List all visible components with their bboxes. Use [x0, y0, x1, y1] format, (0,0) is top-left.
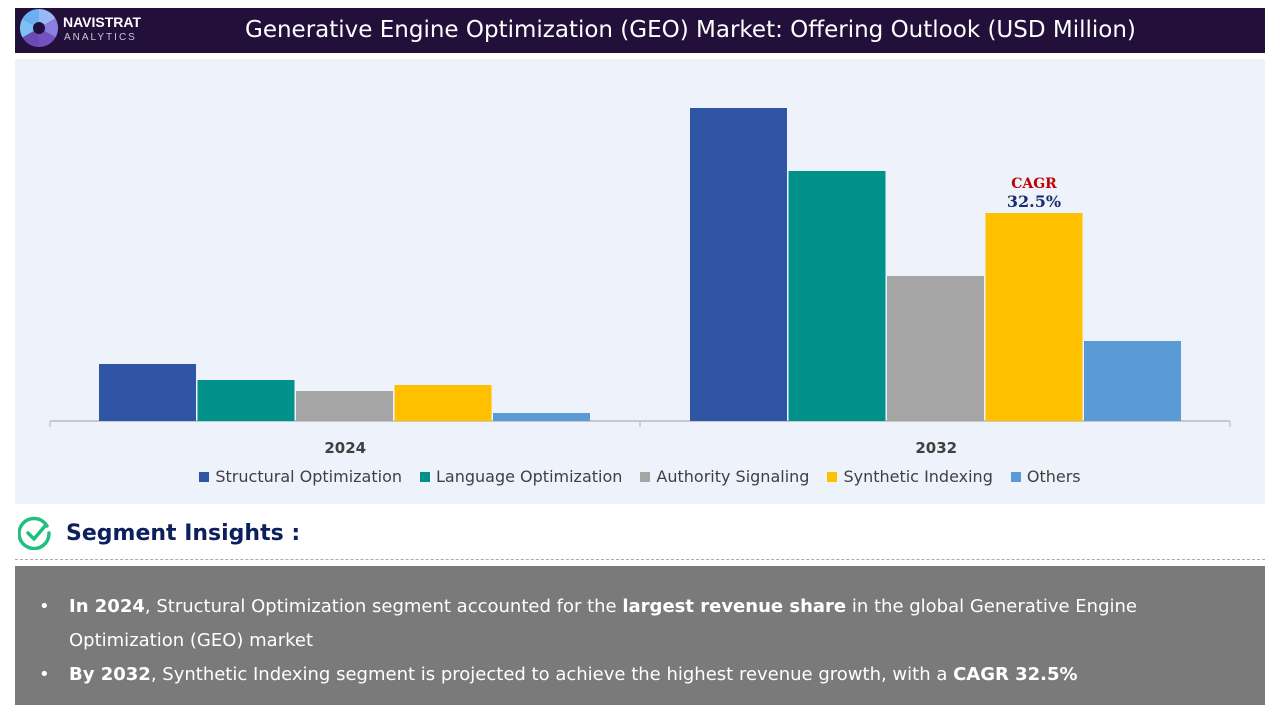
legend-swatch [827, 471, 838, 482]
insight-bullet: In 2024, Structural Optimization segment… [39, 590, 1245, 658]
legend-label: Synthetic Indexing [843, 467, 993, 486]
legend-swatch [1010, 471, 1021, 482]
insights-title: Segment Insights : [66, 520, 301, 546]
legend-label: Others [1026, 467, 1081, 486]
divider [15, 559, 1265, 560]
legend: Structural Optimization Language Optimiza… [0, 467, 1280, 486]
bar-structural-optimization [99, 364, 196, 421]
legend-item: Authority Signaling [640, 467, 809, 486]
bar-authority-signaling [296, 391, 393, 421]
legend-label: Authority Signaling [656, 467, 810, 486]
legend-swatch [640, 471, 651, 482]
legend-label: Language Optimization [436, 467, 623, 486]
insight-bullet: By 2032, Synthetic Indexing segment is p… [39, 658, 1245, 692]
svg-text:NAVISTRAT: NAVISTRAT [63, 14, 141, 30]
page-title: Generative Engine Optimization (GEO) Mar… [245, 17, 1136, 43]
bar-structural-optimization [690, 108, 787, 421]
insights-list: In 2024, Structural Optimization segment… [15, 566, 1265, 705]
bar-synthetic-indexing [394, 385, 492, 421]
chart-area: 2024 2032 CAGR 32.5% [15, 59, 1265, 504]
header-bar: NAVISTRAT ANALYTICS Generative Engine Op… [15, 8, 1265, 53]
legend-label: Structural Optimization [215, 467, 402, 486]
bar-others [493, 413, 590, 421]
legend-swatch [420, 471, 430, 482]
x-tick-label: 2024 [324, 439, 366, 457]
x-tick-label: 2032 [915, 439, 957, 457]
svg-text:ANALYTICS: ANALYTICS [64, 32, 137, 43]
bar-synthetic-indexing [985, 213, 1083, 421]
bar-authority-signaling [887, 276, 984, 421]
legend-item: Structural Optimization [199, 467, 402, 486]
bar-others [1084, 341, 1181, 421]
bar-language-optimization [197, 380, 295, 421]
insights-header: Segment Insights : [18, 516, 300, 550]
cagr-label: CAGR [1011, 176, 1057, 192]
bar-language-optimization [788, 171, 886, 421]
navistrat-logo: NAVISTRAT ANALYTICS [19, 8, 141, 48]
legend-item: Others [1010, 467, 1081, 486]
legend-item: Synthetic Indexing [827, 467, 993, 486]
legend-item: Language Optimization [420, 467, 622, 486]
check-circle-icon [18, 516, 51, 550]
cagr-value: 32.5% [1007, 192, 1061, 211]
legend-swatch [199, 471, 210, 482]
